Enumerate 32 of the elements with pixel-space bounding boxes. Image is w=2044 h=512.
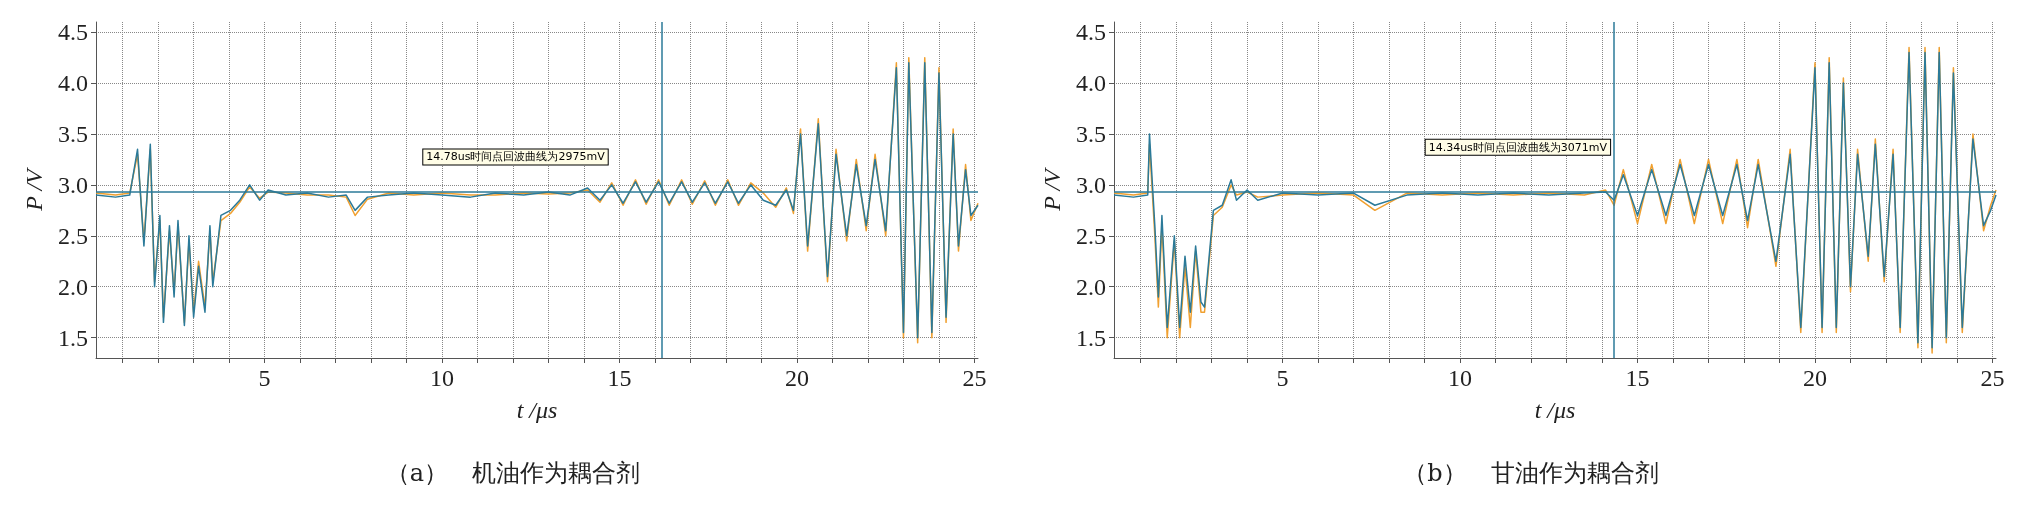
y-tick-label: 4.0 (58, 70, 88, 97)
y-tick-label: 1.5 (1076, 324, 1106, 351)
y-axis-title: P /V (21, 166, 47, 212)
y-tick-label: 2.5 (1076, 222, 1106, 249)
y-tick-label: 3.0 (1076, 171, 1106, 198)
x-axis-title: t /μs (516, 397, 558, 423)
x-tick-label: 5 (258, 365, 271, 391)
y-tick-label: 3.5 (1076, 121, 1106, 147)
y-tick-label: 2.0 (58, 273, 88, 300)
y-tick-label: 4.0 (1076, 70, 1106, 97)
y-tick-label: 2.0 (1076, 273, 1106, 300)
x-tick-label: 10 (430, 365, 455, 391)
y-tick-label: 2.5 (58, 222, 88, 249)
x-tick-label: 15 (1625, 365, 1650, 391)
x-tick-label: 5 (1276, 365, 1289, 391)
y-axis-title: P /V (1039, 166, 1065, 212)
x-tick-label: 25 (962, 365, 987, 391)
y-tick-label: 3.5 (58, 121, 88, 147)
text: （a） 机油作为耦合剂 (385, 459, 641, 487)
x-tick-label: 20 (1802, 365, 1827, 391)
x-tick-label: 25 (1980, 365, 2005, 391)
x-tick-label: 15 (607, 365, 632, 391)
x-axis-title: t /μs (1534, 397, 1576, 423)
text: （b） 甘油作为耦合剂 (1403, 459, 1659, 487)
annotation: 14.34us时间点回波曲线为3071mV (1428, 140, 1608, 154)
x-tick-label: 20 (784, 365, 809, 391)
annotation: 14.78us时间点回波曲线为2975mV (426, 150, 606, 164)
y-tick-label: 4.5 (58, 19, 88, 46)
y-tick-label: 3.0 (58, 171, 88, 198)
x-tick-label: 10 (1448, 365, 1473, 391)
y-tick-label: 1.5 (58, 324, 88, 351)
y-tick-label: 4.5 (1076, 19, 1106, 46)
